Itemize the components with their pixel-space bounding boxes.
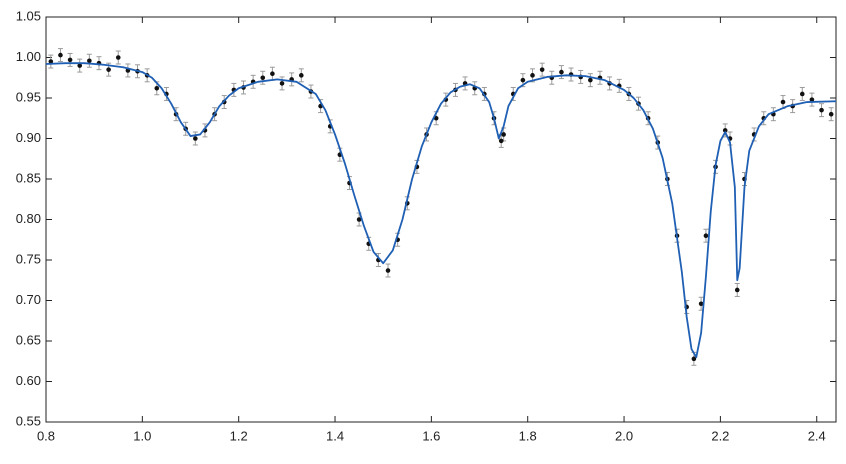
x-tick-label: 2.2 xyxy=(711,428,729,443)
x-tick-label: 1.4 xyxy=(326,428,344,443)
data-point xyxy=(780,99,786,105)
data-point xyxy=(58,52,63,58)
data-point xyxy=(77,63,83,68)
data-point xyxy=(819,107,824,113)
data-point xyxy=(115,55,121,60)
data-point xyxy=(734,287,740,293)
data-point xyxy=(356,217,362,222)
y-tick-label: 1.00 xyxy=(16,49,41,64)
data-point xyxy=(520,77,526,83)
data-point xyxy=(106,67,111,72)
data-point xyxy=(385,268,391,273)
data-point xyxy=(691,356,697,362)
data-point xyxy=(588,77,593,83)
y-tick-label: 0.55 xyxy=(16,413,41,428)
data-point xyxy=(154,85,160,91)
plot-frame xyxy=(45,16,837,423)
data-point xyxy=(260,75,266,81)
data-point xyxy=(193,136,198,141)
y-tick-label: 1.05 xyxy=(16,8,41,23)
data-point xyxy=(279,81,285,86)
x-tick-label: 2.0 xyxy=(615,428,633,443)
data-point xyxy=(722,128,728,133)
x-tick-label: 1.6 xyxy=(422,428,440,443)
x-tick-label: 1.2 xyxy=(230,428,248,443)
data-point xyxy=(48,59,54,64)
data-point xyxy=(799,91,805,97)
fit-line xyxy=(45,62,837,359)
y-tick-label: 0.70 xyxy=(16,292,41,307)
x-tick-label: 2.4 xyxy=(808,428,826,443)
data-point xyxy=(539,67,545,72)
data-point xyxy=(530,73,535,78)
data-point xyxy=(67,57,73,63)
x-tick-label: 1.8 xyxy=(519,428,537,443)
data-point xyxy=(828,111,834,117)
y-tick-label: 0.85 xyxy=(16,170,41,185)
x-tick-label: 0.8 xyxy=(37,428,55,443)
y-tick-label: 0.75 xyxy=(16,251,41,266)
y-tick-label: 0.60 xyxy=(16,373,41,388)
data-point xyxy=(299,73,304,78)
data-point xyxy=(270,71,275,76)
data-point xyxy=(87,58,92,64)
y-tick-label: 0.65 xyxy=(16,332,41,347)
y-tick-label: 0.90 xyxy=(16,130,41,145)
data-point xyxy=(498,138,504,144)
data-point xyxy=(559,69,564,75)
y-tick-label: 0.80 xyxy=(16,211,41,226)
data-point xyxy=(698,301,704,307)
x-tick-label: 1.0 xyxy=(133,428,151,443)
data-point xyxy=(809,97,815,102)
data-point xyxy=(703,233,709,238)
y-tick-label: 0.95 xyxy=(16,89,41,104)
data-point xyxy=(501,132,506,137)
